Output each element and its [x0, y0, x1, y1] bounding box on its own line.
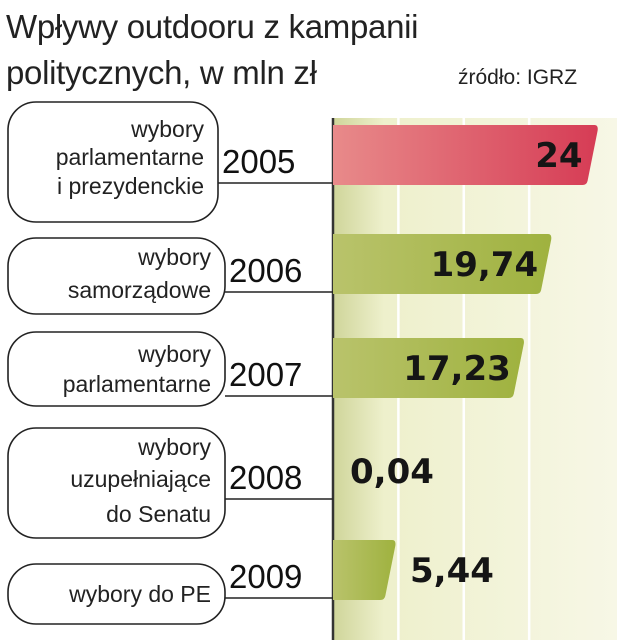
category-description: parlamentarne — [63, 371, 211, 397]
year-label-2006: 2006 — [229, 252, 302, 289]
chart-title: Wpływy outdooru z kampanii politycznych, … — [6, 8, 419, 91]
category-description: samorządowe — [68, 277, 211, 303]
category-box-2008 — [7, 427, 226, 539]
category-description: wybory — [130, 116, 204, 142]
category-description: wybory — [137, 341, 211, 367]
category-box-2005 — [7, 101, 219, 223]
category-description: wybory — [137, 434, 211, 460]
bar-2006 — [333, 234, 552, 294]
category-description: parlamentarne — [56, 144, 204, 170]
category-description: wybory — [137, 244, 211, 270]
category-description: wybory do PE — [68, 581, 211, 607]
category-box-2006 — [7, 237, 226, 315]
bar-2009 — [333, 540, 396, 600]
category-box-2009 — [7, 563, 226, 625]
category-description: i prezydenckie — [57, 173, 204, 199]
value-label-2007: 17,23 — [403, 349, 511, 389]
year-label-2009: 2009 — [229, 558, 302, 595]
bar-2007 — [333, 338, 524, 398]
value-label-2009: 5,44 — [410, 551, 494, 591]
value-label-2006: 19,74 — [431, 245, 539, 285]
year-label-2008: 2008 — [229, 459, 302, 496]
bar-2005 — [333, 125, 598, 185]
category-description: do Senatu — [106, 501, 211, 527]
category-box-2007 — [7, 331, 226, 407]
value-label-2008: 0,04 — [350, 452, 434, 492]
value-label-2005: 24 — [535, 136, 582, 176]
category-description: uzupełniające — [70, 466, 211, 492]
year-label-2005: 2005 — [222, 143, 295, 180]
year-label-2007: 2007 — [229, 356, 302, 393]
chart-source: źródło: IGRZ — [458, 66, 578, 89]
